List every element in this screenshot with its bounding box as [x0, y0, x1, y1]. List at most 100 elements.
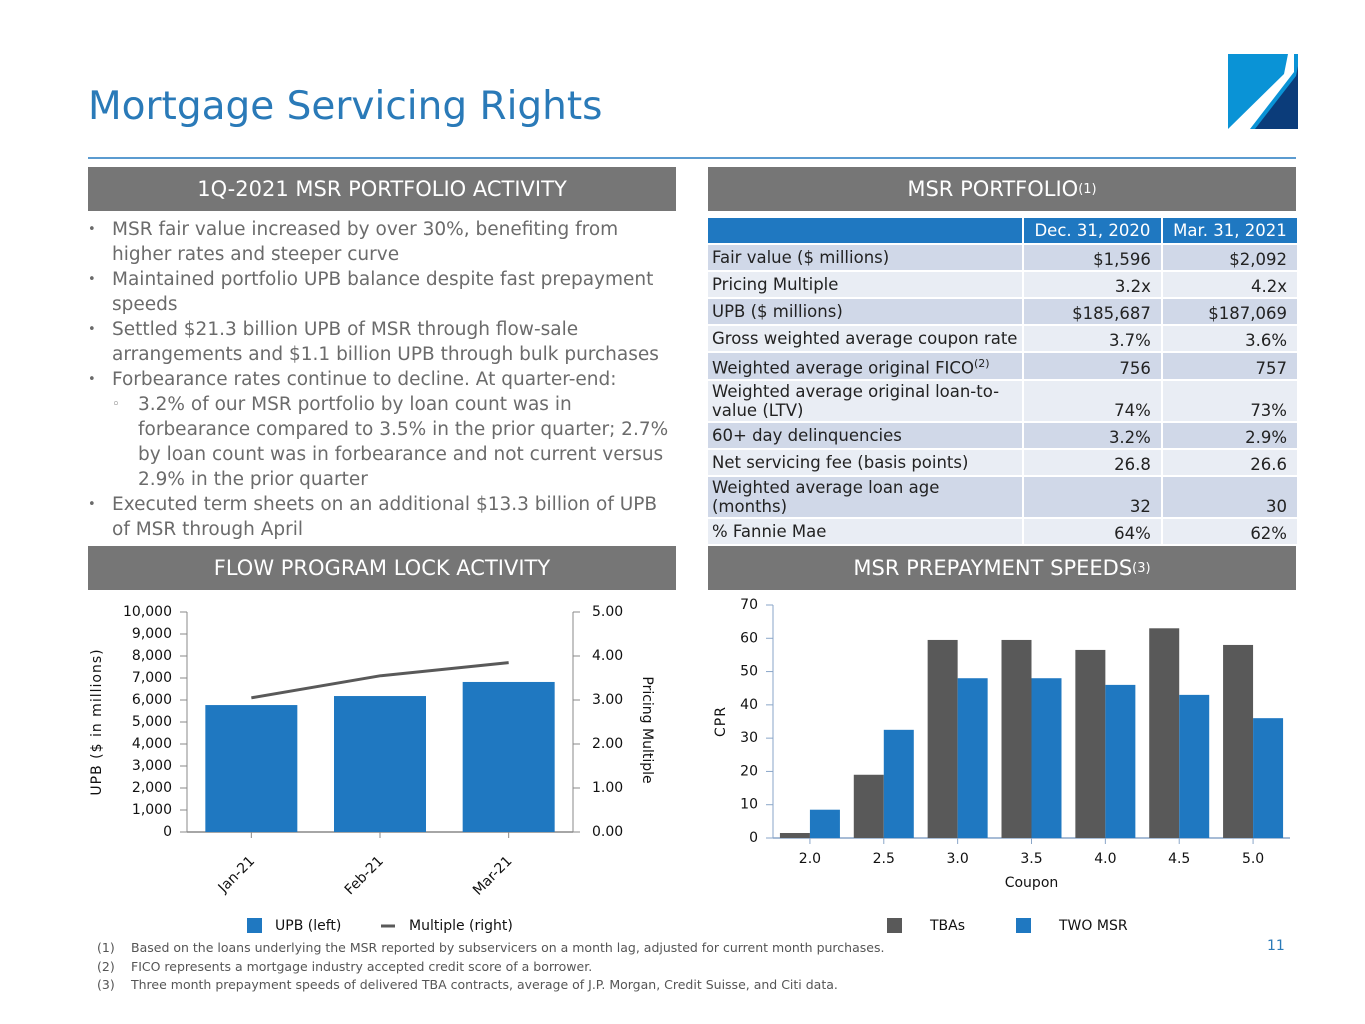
charts: 0 1,000 2,000 3,000 4,000 5,000 6,000 7,000 8,00… [89, 597, 1290, 934]
bar [1031, 678, 1062, 838]
y-tick-label: 70 [740, 597, 758, 613]
label-text: % Fannie Mae [712, 521, 827, 541]
x-tick-label: 3.0 [947, 851, 969, 867]
y-axis-title: UPB ($ in millions) [89, 648, 105, 795]
footnote-text: FICO represents a mortgage industry acce… [131, 958, 593, 974]
y-tick-label: 60 [740, 630, 758, 646]
x-tick-label: 4.5 [1168, 851, 1190, 867]
footnote-ref: (1) [1078, 181, 1097, 197]
table-row: Fair value ($ millions) $1,596 $2,092 [708, 245, 1297, 270]
x-tick-label: Mar-21 [470, 853, 516, 899]
row-label: Weighted average loan age (months) [708, 476, 1022, 517]
bar [462, 681, 555, 832]
row-label: 60+ day delinquencies [708, 422, 1022, 448]
y-tick-label: 0 [749, 830, 758, 846]
bullet: Settled $21.3 billion UPB of MSR through… [88, 317, 676, 367]
table-cell: 74% [1024, 380, 1161, 421]
legend-label: UPB (left) [275, 918, 341, 934]
footnotes: (1) Based on the loans underlying the MSR… [97, 940, 1197, 996]
table-cell: 62% [1162, 518, 1297, 544]
bullet-text: Maintained portfolio UPB balance despite… [112, 269, 654, 315]
row-label: % Fannie Mae [708, 518, 1022, 544]
y-tick-label: 40 [740, 697, 758, 713]
label-text: Weighted average original FICO [712, 358, 974, 378]
y2-tick-label: 0.00 [592, 824, 623, 840]
footnote: (1) Based on the loans underlying the MSR… [97, 940, 1197, 959]
y-tick-label: 2,000 [132, 780, 172, 796]
bar [205, 705, 298, 832]
bullet-text: Forbearance rates continue to decline. A… [112, 369, 617, 390]
label-text: Net servicing fee (basis points) [712, 452, 969, 472]
bullet-text: MSR fair value increased by over 30%, be… [112, 219, 619, 265]
table-row: Weighted average original loan-to-value … [708, 380, 1297, 421]
y-tick-label: 9,000 [132, 626, 172, 642]
header-text: MSR PREPAYMENT SPEEDS [853, 556, 1133, 580]
y-tick-label: 4,000 [132, 736, 172, 752]
bar [1075, 649, 1106, 838]
table-row: Weighted average original FICO(2) 756 757 [708, 353, 1297, 379]
label-text: Weighted average original loan-to-value … [712, 381, 1000, 420]
label-text: 60+ day delinquencies [712, 425, 902, 445]
label-text: UPB ($ millions) [712, 302, 843, 321]
bullet: Executed term sheets on an additional $1… [88, 492, 676, 542]
y2-tick-label: 5.00 [592, 604, 623, 620]
bar [957, 678, 988, 838]
footnote-ref: (3) [1132, 560, 1151, 576]
header-text: MSR PORTFOLIO [907, 177, 1079, 201]
portfolio-table: Dec. 31, 2020 Mar. 31, 2021 Fair value ($ … [706, 216, 1299, 546]
bar [883, 729, 914, 838]
table-cell: 3.2x [1024, 272, 1161, 297]
table-row: Weighted average loan age (months) 32 30 [708, 476, 1297, 517]
legend-label: TBAs [929, 918, 965, 934]
table-cell: 3.2% [1024, 422, 1161, 448]
footnote: (2) FICO represents a mortgage industry a… [97, 959, 1197, 978]
row-label: Weighted average original loan-to-value … [708, 380, 1022, 421]
label-text: Gross weighted average coupon rate [712, 329, 1018, 348]
label-text: Weighted average loan age (months) [712, 477, 940, 516]
legend-swatch [247, 918, 262, 933]
y2-tick-label: 4.00 [592, 648, 623, 664]
y-tick-label: 5,000 [132, 714, 172, 730]
section-header: MSR PORTFOLIO (1) [708, 167, 1296, 211]
x-tick-label: Jan-21 [215, 853, 258, 896]
x-tick-label: 3.5 [1020, 851, 1042, 867]
y-axis-title: CPR [713, 706, 729, 737]
bar [809, 809, 840, 838]
table-cell: $185,687 [1024, 299, 1161, 324]
y-tick-label: 10,000 [123, 604, 172, 620]
bullet: Maintained portfolio UPB balance despite… [88, 267, 676, 317]
table-cell: 30 [1162, 476, 1297, 517]
y2-tick-label: 1.00 [592, 780, 623, 796]
table-row: Net servicing fee (basis points) 26.8 26.6 [708, 449, 1297, 475]
y-tick-label: 50 [740, 664, 758, 680]
x-tick-label: 5.0 [1242, 851, 1264, 867]
table-row: 60+ day delinquencies 3.2% 2.9% [708, 422, 1297, 448]
table-cell: 2.9% [1162, 422, 1297, 448]
x-axis-title: Coupon [1005, 875, 1059, 891]
page-number: 11 [1267, 938, 1285, 954]
table-cell: $1,596 [1024, 245, 1161, 270]
table-cell: $187,069 [1162, 299, 1297, 324]
legend-label: Multiple (right) [409, 918, 513, 934]
table-cell: 3.6% [1162, 326, 1297, 351]
row-label: Gross weighted average coupon rate [708, 326, 1022, 351]
footnote-text: Three month prepayment speeds of deliver… [131, 977, 838, 992]
y-tick-label: 30 [740, 730, 758, 746]
table-cell: 73% [1162, 380, 1297, 421]
bar [1179, 694, 1210, 838]
header-cell: Mar. 31, 2021 [1162, 218, 1297, 243]
y-tick-label: 6,000 [132, 692, 172, 708]
section-header: MSR PREPAYMENT SPEEDS (3) [708, 546, 1296, 590]
table-cell: 4.2x [1162, 272, 1297, 297]
legend-label: TWO MSR [1058, 918, 1128, 934]
legend-swatch [1016, 918, 1031, 933]
row-label: Net servicing fee (basis points) [708, 449, 1022, 475]
bullet: Forbearance rates continue to decline. A… [88, 367, 676, 492]
line [251, 661, 509, 700]
y2-tick-label: 2.00 [592, 736, 623, 752]
table-cell: 757 [1162, 353, 1297, 379]
bar [779, 833, 810, 838]
y-tick-label: 10 [740, 797, 758, 813]
divider [88, 157, 1296, 159]
row-label: Weighted average original FICO(2) [708, 353, 1022, 379]
